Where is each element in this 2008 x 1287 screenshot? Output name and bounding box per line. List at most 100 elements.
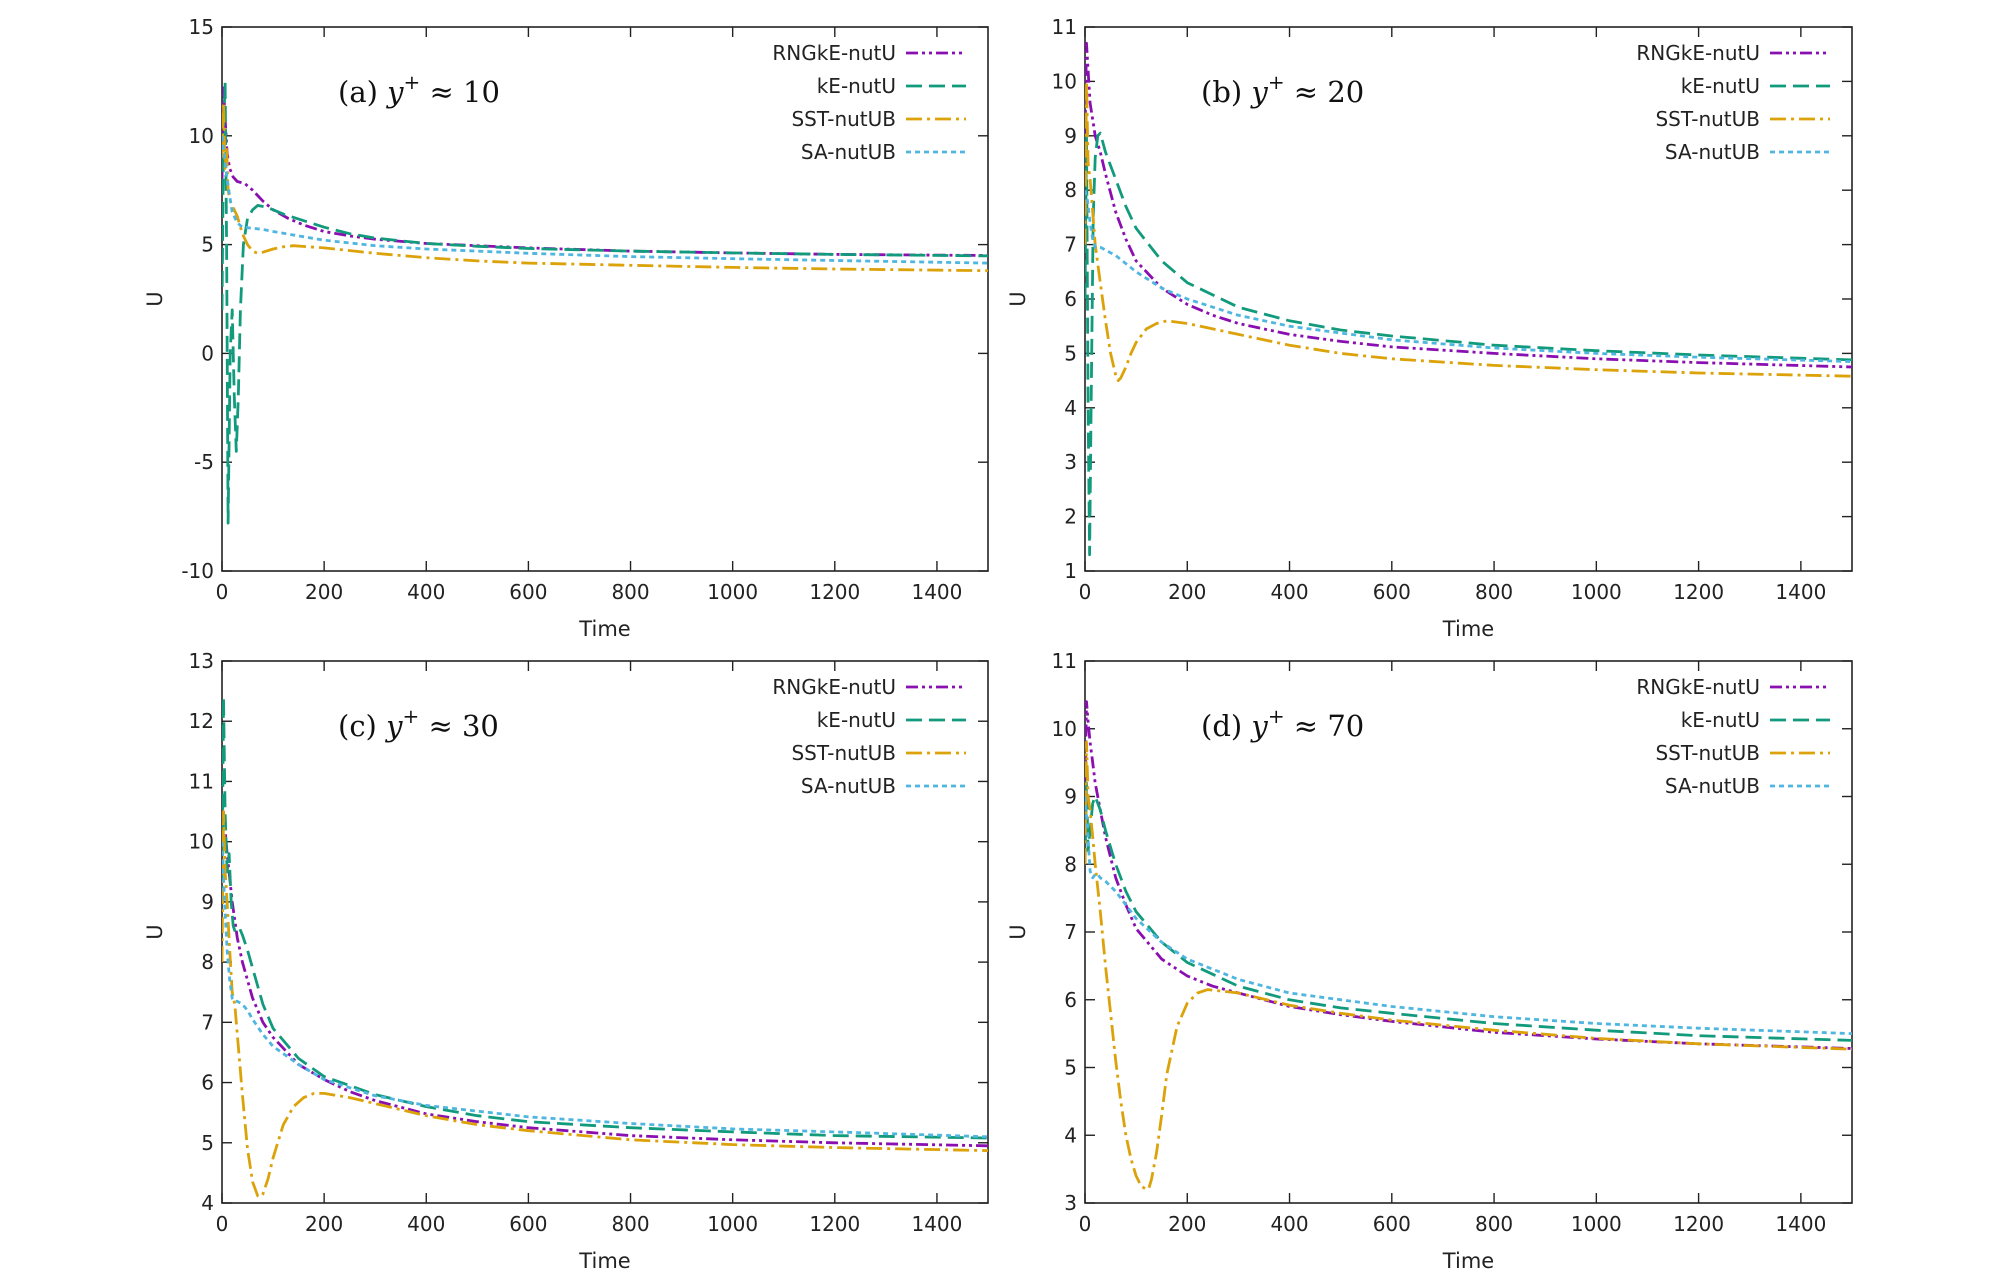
panel-c: 0 200 400 600 800 1000 1200 1400 4 5 6 7 8 9 10 11 12 13 T… [143,649,989,1273]
legend-label: kE-nutU [817,708,896,732]
x-tick-label: 0 [1079,1212,1092,1236]
x-tick-label: 800 [611,1212,649,1236]
x-tick-label: 0 [216,580,229,604]
x-tick-label: 600 [509,1212,547,1236]
x-tick-label: 800 [1475,580,1513,604]
y-tick-label: 7 [201,1010,214,1034]
panel-annotation: (a) y+ ≈ 10 [338,70,500,109]
annotation-rest: ≈ 70 [1285,709,1365,743]
series-line-sst-nutub [1085,740,1852,1191]
x-tick-label: 0 [216,1212,229,1236]
x-tick-label: 600 [509,580,547,604]
x-tick-label: 1400 [911,580,962,604]
y-tick-label: 3 [1064,450,1077,474]
x-tick-label: 200 [305,580,343,604]
y-tick-label: 10 [1052,717,1077,741]
y-tick-label: 8 [201,950,214,974]
x-tick-label: 800 [611,580,649,604]
y-tick-label: 11 [1052,15,1077,39]
y-tick-label: 5 [201,1131,214,1155]
x-tick-label: 1000 [707,580,758,604]
y-tick-label: 11 [189,769,214,793]
x-tick-label: 200 [1168,580,1206,604]
x-tick-label: 400 [407,580,445,604]
x-axis-label: Time [578,1249,630,1273]
panel-d: 0 200 400 600 800 1000 1200 1400 3 4 5 6 7 8 9 10 11 Time… [1006,649,1853,1273]
x-tick-label: 1000 [707,1212,758,1236]
legend-label: kE-nutU [1681,708,1760,732]
y-tick-label: 12 [189,709,214,733]
x-axis-label: Time [578,617,630,641]
y-axis-label: U [1006,924,1030,939]
annotation-sup: + [404,70,421,94]
legend-label: kE-nutU [817,74,896,98]
y-tick-label: 10 [1052,69,1077,93]
annotation-prefix: (a) [338,75,387,109]
legend-label: RNGkE-nutU [1636,41,1760,65]
y-axis-label: U [1006,291,1030,306]
y-tick-label: -5 [194,450,214,474]
panel-annotation: (d) y+ ≈ 70 [1201,704,1364,743]
x-tick-label: 200 [305,1212,343,1236]
series-line-rngke-nutu [222,810,988,1148]
x-tick-label: 0 [1079,580,1092,604]
y-tick-label: 0 [201,341,214,365]
y-tick-label: 3 [1064,1191,1077,1215]
annotation-rest: ≈ 10 [420,75,500,109]
series-line-sa-nutub [222,841,988,1139]
annotation-var: y [384,709,403,743]
x-tick-label: 800 [1475,1212,1513,1236]
panel-annotation: (b) y+ ≈ 20 [1201,70,1364,109]
panel-b: 0 200 400 600 800 1000 1200 1400 1 2 3 4 5 6 7 8 9 10 11 Ti… [1006,15,1853,641]
x-tick-label: 200 [1168,1212,1206,1236]
x-tick-label: 1400 [911,1212,962,1236]
x-tick-label: 400 [1270,1212,1308,1236]
y-tick-label: 8 [1064,178,1077,202]
y-tick-label: 9 [1064,124,1077,148]
x-tick-label: 1000 [1571,1212,1622,1236]
series-line-rngke-nutu [1085,41,1852,369]
y-tick-label: 5 [1064,341,1077,365]
y-tick-label: 8 [1064,852,1077,876]
legend-label: SST-nutUB [791,107,896,131]
x-tick-label: 1200 [809,1212,860,1236]
y-tick-label: 10 [189,830,214,854]
panel-a: 0 200 400 600 800 1000 1200 1400 -10 -5 0 5 10 15 Time… [143,15,989,641]
series-line-ke-nutu [1085,131,1852,557]
y-tick-label: 7 [1064,920,1077,944]
x-tick-label: 1400 [1775,1212,1826,1236]
y-tick-label: 2 [1064,505,1077,529]
y-tick-label: 11 [1052,649,1077,673]
x-tick-label: 1000 [1571,580,1622,604]
legend-label: SA-nutUB [1665,774,1760,798]
series-line-sa-nutub [1085,796,1852,1035]
legend-label: SA-nutUB [801,140,896,164]
x-tick-label: 1400 [1775,580,1826,604]
legend-label: SST-nutUB [791,741,896,765]
y-tick-label: 6 [1064,988,1077,1012]
series-line-rngke-nutu [1085,700,1852,1050]
legend-label: SA-nutUB [1665,140,1760,164]
y-tick-label: 4 [1064,1123,1077,1147]
legend-label: RNGkE-nutU [772,675,896,699]
series-line-sa-nutub [1085,189,1852,363]
series-line-sa-nutub [222,135,988,265]
annotation-sup: + [1268,704,1285,728]
y-axis-label: U [143,291,167,306]
x-axis-label: Time [1442,1249,1494,1273]
y-tick-label: 4 [201,1191,214,1215]
x-axis-label: Time [1442,617,1494,641]
annotation-sup: + [1268,70,1285,94]
series-line-ke-nutu [1085,781,1852,1042]
y-tick-label: 15 [189,15,214,39]
annotation-var: y [385,75,404,109]
y-tick-label: 9 [1064,785,1077,809]
y-tick-label: 9 [201,890,214,914]
annotation-prefix: (d) [1201,709,1251,743]
x-tick-label: 400 [1270,580,1308,604]
series-line-sst-nutub [1085,80,1852,383]
y-tick-label: 13 [189,649,214,673]
legend-label: SA-nutUB [801,774,896,798]
annotation-prefix: (c) [338,709,386,743]
